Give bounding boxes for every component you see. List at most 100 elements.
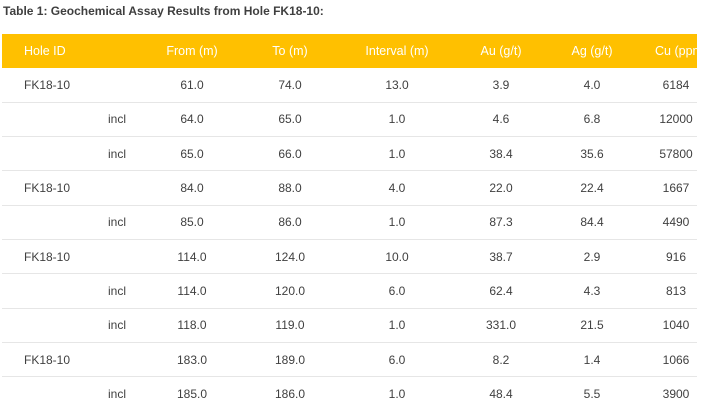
cell-qualifier [99,68,143,102]
cell-cu: 1667 [662,181,690,196]
cell-au: 38.7 [489,249,513,264]
cell-interval: 1.0 [388,112,406,127]
table-row: FK18-10 114.0 124.0 10.0 38.7 2.9 916 [2,239,697,274]
cell-cu: 916 [665,249,687,264]
header-au: Au (g/t) [480,44,522,58]
cell-interval: 1.0 [388,318,406,333]
cell-hole-id [2,274,99,308]
cell-ag: 1.4 [583,352,601,367]
cell-au: 8.2 [492,352,510,367]
cell-qualifier [99,171,143,205]
cell-from: 114.0 [177,283,207,298]
cell-to: 120.0 [274,283,306,298]
header-interval: Interval (m) [365,44,429,58]
cell-from: 61.0 [180,77,204,92]
cell-cu: 1040 [662,318,690,333]
cell-cu: 6184 [662,77,690,92]
table-row: FK18-10 61.0 74.0 13.0 3.9 4.0 6184 [2,68,697,103]
cell-from: 183.0 [176,352,208,367]
header-qualifier [99,34,143,68]
cell-ag: 6.8 [583,112,601,127]
header-row: Hole ID From (m) To (m) Interval (m) Au … [2,34,701,68]
cell-from: 118.0 [177,318,207,333]
cell-from: 64.0 [180,112,204,127]
cell-ag: 84.4 [580,215,604,230]
table-row: incl 118.0 119.0 1.0 331.0 21.5 1040 [2,308,697,343]
cell-qualifier: incl [108,146,127,161]
table-row: incl 114.0 120.0 6.0 62.4 4.3 813 [2,274,697,309]
header-cu: Cu (ppm) [655,44,701,58]
cell-ag: 5.5 [583,387,601,402]
cell-qualifier: incl [108,283,127,298]
table-row: incl 85.0 86.0 1.0 87.3 84.4 4490 [2,205,697,240]
cell-ag: 22.4 [580,181,604,196]
cell-interval: 6.0 [388,352,406,367]
header-to: To (m) [272,44,308,58]
cell-qualifier: incl [108,387,127,402]
header-from: From (m) [166,44,218,58]
cell-interval: 1.0 [388,146,406,161]
table-row: incl 64.0 65.0 1.0 4.6 6.8 12000 [2,102,697,137]
table-row: FK18-10 84.0 88.0 4.0 22.0 22.4 1667 [2,171,697,206]
cell-from: 185.0 [176,387,208,402]
header-hole-id: Hole ID [24,44,66,58]
cell-cu: 1066 [662,352,690,367]
cell-ag: 4.3 [583,283,601,298]
cell-to: 186.0 [274,387,306,402]
cell-from: 114.0 [177,249,207,264]
cell-cu: 57800 [659,146,693,161]
cell-qualifier [99,239,143,273]
table-row: incl 185.0 186.0 1.0 48.4 5.5 3900 [2,377,697,411]
cell-hole-id [2,205,99,239]
cell-au: 87.3 [489,215,513,230]
cell-hole-id [2,377,99,411]
cell-au: 62.4 [489,283,513,298]
cell-ag: 21.5 [580,318,604,333]
table-caption: Table 1: Geochemical Assay Results from … [3,4,324,18]
cell-interval: 1.0 [388,387,406,402]
table-row: incl 65.0 66.0 1.0 38.4 35.6 57800 [2,137,697,171]
cell-hole-id [2,308,99,342]
cell-ag: 4.0 [583,77,601,92]
cell-au: 38.4 [489,146,513,161]
cell-to: 65.0 [278,112,302,127]
cell-hole-id: FK18-10 [24,77,71,92]
table-body: FK18-10 61.0 74.0 13.0 3.9 4.0 6184 incl 64.0 65.… [2,68,697,411]
cell-ag: 2.9 [583,249,601,264]
cell-ag: 35.6 [580,146,604,161]
cell-to: 74.0 [278,77,302,92]
cell-hole-id: FK18-10 [24,352,71,367]
cell-interval: 6.0 [388,283,406,298]
cell-hole-id [2,102,99,136]
cell-interval: 10.0 [385,249,409,264]
cell-to: 124.0 [274,249,306,264]
cell-from: 85.0 [180,215,204,230]
cell-au: 4.6 [492,112,510,127]
cell-interval: 1.0 [388,215,406,230]
cell-qualifier: incl [108,318,127,333]
cell-qualifier: incl [108,215,127,230]
assay-results-table: Hole ID From (m) To (m) Interval (m) Au … [2,34,701,411]
cell-to: 189.0 [274,352,306,367]
cell-cu: 813 [665,283,687,298]
cell-hole-id [2,137,99,171]
cell-cu: 3900 [662,387,690,402]
cell-cu: 12000 [659,112,693,127]
cell-to: 86.0 [278,215,302,230]
cell-au: 48.4 [489,387,513,402]
cell-hole-id: FK18-10 [24,249,71,264]
cell-cu: 4490 [662,215,690,230]
cell-au: 3.9 [492,77,510,92]
cell-au: 22.0 [489,181,513,196]
cell-interval: 13.0 [385,77,409,92]
cell-au: 331.0 [485,318,517,333]
header-ag: Ag (g/t) [571,44,613,58]
cell-to: 88.0 [278,181,302,196]
cell-from: 84.0 [180,181,204,196]
cell-qualifier: incl [108,112,127,127]
table-header: Hole ID From (m) To (m) Interval (m) Au … [2,34,701,68]
cell-to: 119.0 [275,318,305,333]
cell-to: 66.0 [278,146,302,161]
cell-interval: 4.0 [388,181,406,196]
